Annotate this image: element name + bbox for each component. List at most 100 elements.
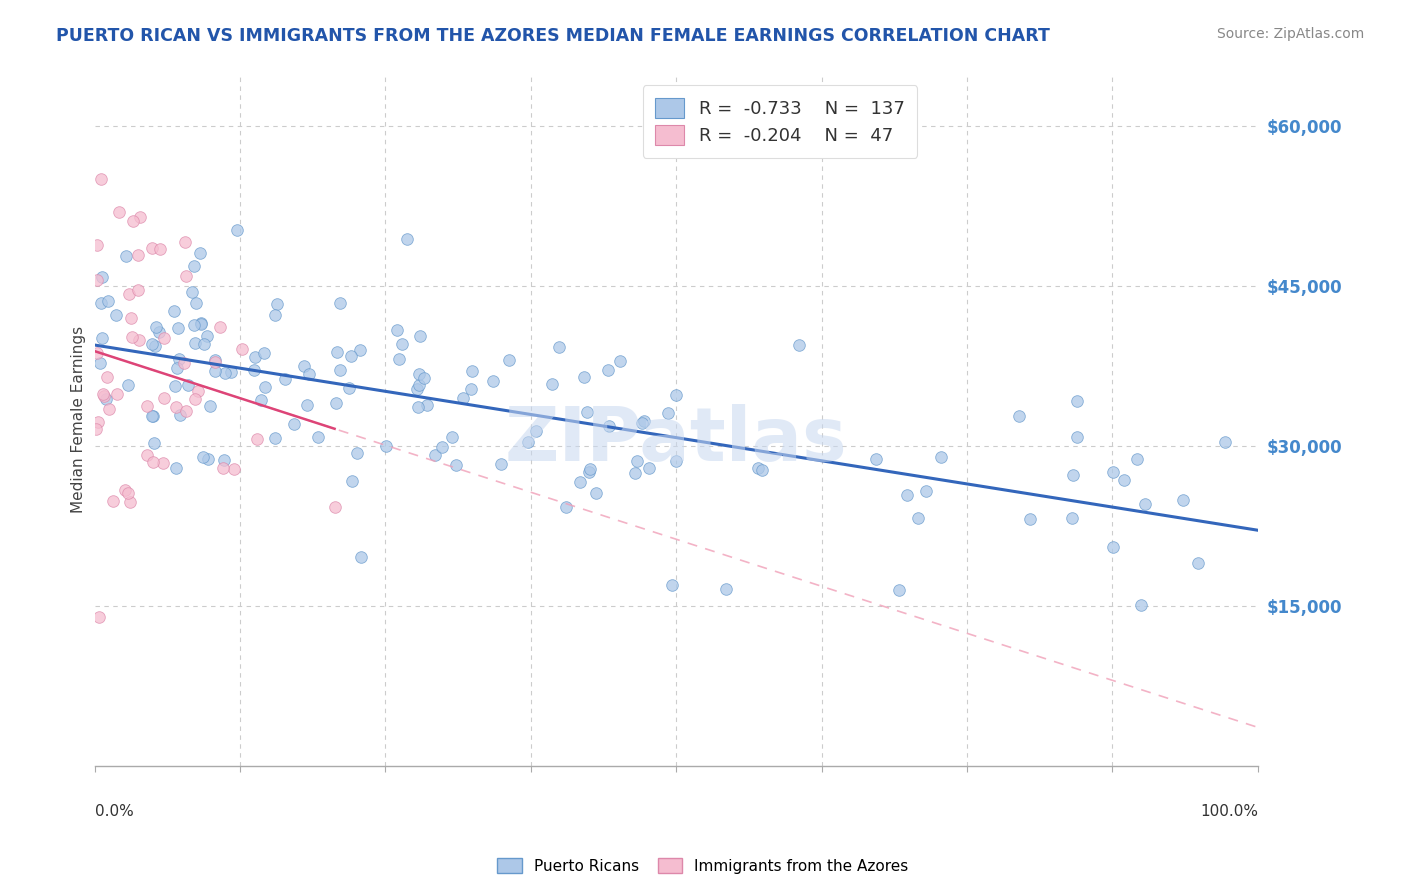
Point: [136, 399, 159, 413]
Point: [115, 249, 138, 263]
Point: [1019, 512, 1042, 526]
Point: [1112, 473, 1135, 487]
Point: [120, 495, 142, 509]
Point: [208, 320, 231, 334]
Point: [517, 434, 540, 449]
Point: [165, 378, 187, 392]
Point: [572, 370, 595, 384]
Point: [89, 356, 111, 370]
Point: [173, 356, 195, 370]
Point: [349, 343, 371, 357]
Point: [226, 222, 249, 236]
Point: [141, 336, 163, 351]
Point: [96, 369, 118, 384]
Point: [578, 465, 600, 479]
Point: [219, 365, 242, 379]
Point: [174, 235, 197, 249]
Point: [169, 408, 191, 422]
Y-axis label: Median Female Earnings: Median Female Earnings: [72, 326, 86, 513]
Point: [609, 353, 631, 368]
Point: [1187, 557, 1209, 571]
Text: Source: ZipAtlas.com: Source: ZipAtlas.com: [1216, 27, 1364, 41]
Point: [105, 309, 128, 323]
Point: [489, 457, 512, 471]
Point: [93, 389, 115, 403]
Point: [114, 483, 136, 498]
Point: [163, 304, 186, 318]
Point: [198, 399, 221, 413]
Point: [148, 325, 170, 339]
Point: [350, 549, 373, 564]
Point: [166, 321, 188, 335]
Point: [555, 500, 578, 515]
Point: [122, 214, 145, 228]
Point: [633, 414, 655, 428]
Point: [187, 384, 209, 398]
Point: [214, 453, 236, 467]
Point: [541, 376, 564, 391]
Point: [204, 363, 226, 377]
Point: [117, 486, 139, 500]
Point: [165, 401, 187, 415]
Point: [295, 398, 318, 412]
Point: [90, 331, 112, 345]
Point: [323, 500, 346, 514]
Point: [665, 454, 688, 468]
Point: [142, 454, 165, 468]
Point: [1102, 465, 1125, 479]
Point: [263, 308, 285, 322]
Point: [747, 461, 769, 475]
Point: [896, 488, 918, 502]
Point: [638, 460, 661, 475]
Point: [254, 380, 277, 394]
Point: [385, 323, 408, 337]
Point: [177, 378, 200, 392]
Point: [90, 295, 112, 310]
Point: [929, 450, 952, 464]
Point: [1171, 493, 1194, 508]
Point: [246, 432, 269, 446]
Text: 100.0%: 100.0%: [1199, 805, 1258, 820]
Point: [98, 401, 121, 416]
Point: [94, 392, 117, 407]
Text: 0.0%: 0.0%: [94, 805, 134, 820]
Point: [598, 419, 620, 434]
Point: [409, 329, 432, 343]
Point: [406, 400, 429, 414]
Point: [585, 485, 607, 500]
Point: [461, 364, 484, 378]
Point: [266, 296, 288, 310]
Point: [1102, 540, 1125, 554]
Point: [183, 260, 205, 274]
Point: [498, 353, 520, 368]
Point: [153, 331, 176, 345]
Point: [105, 386, 128, 401]
Point: [117, 377, 139, 392]
Point: [1126, 452, 1149, 467]
Point: [212, 460, 235, 475]
Point: [86, 346, 108, 360]
Point: [412, 371, 434, 385]
Point: [91, 387, 114, 401]
Point: [165, 460, 187, 475]
Point: [298, 367, 321, 381]
Point: [430, 441, 453, 455]
Point: [263, 431, 285, 445]
Point: [121, 330, 143, 344]
Point: [664, 388, 686, 402]
Point: [243, 363, 266, 377]
Point: [141, 409, 163, 423]
Point: [86, 238, 108, 252]
Point: [118, 286, 141, 301]
Point: [444, 458, 467, 472]
Point: [183, 392, 205, 407]
Point: [751, 463, 773, 477]
Point: [231, 343, 253, 357]
Point: [250, 393, 273, 408]
Point: [1130, 599, 1153, 613]
Point: [889, 583, 911, 598]
Point: [253, 346, 276, 360]
Point: [169, 351, 191, 366]
Point: [714, 582, 737, 596]
Point: [346, 446, 368, 460]
